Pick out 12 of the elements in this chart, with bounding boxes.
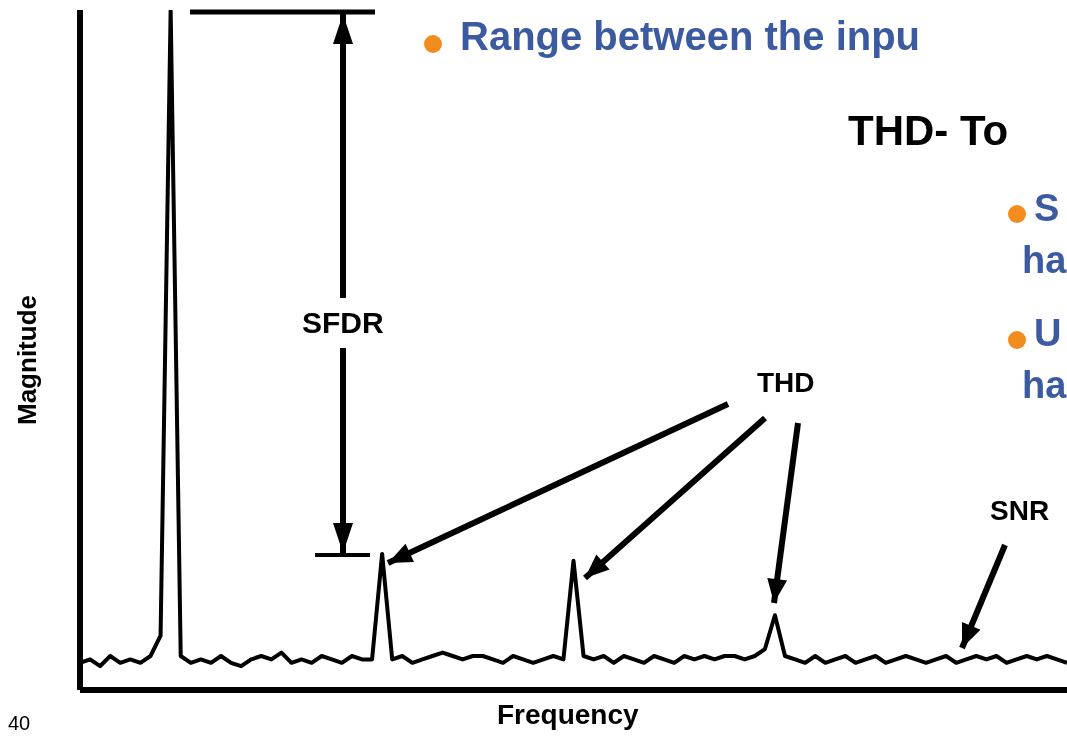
annotation: SFDR <box>302 306 384 339</box>
annotation: THD <box>757 367 815 399</box>
annotation: Range between the inpu <box>460 14 921 58</box>
annotation: THD- To <box>848 107 1009 155</box>
annotation: ha <box>1022 364 1067 407</box>
annotation: S <box>1034 187 1060 230</box>
annotation: SNR <box>990 495 1050 527</box>
annotation: U <box>1034 312 1062 355</box>
annotation: ha <box>1022 239 1067 282</box>
text: 40 <box>8 712 31 734</box>
x-axis-title: Frequency <box>497 699 639 731</box>
y-axis-title: Magnitude <box>11 295 42 425</box>
